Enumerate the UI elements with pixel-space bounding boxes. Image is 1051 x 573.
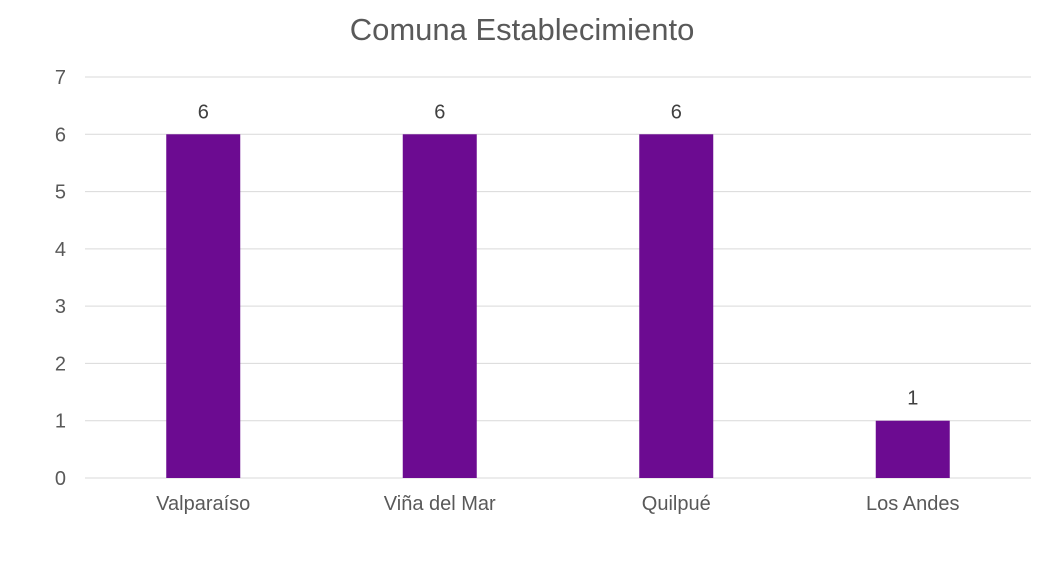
bar bbox=[166, 134, 241, 479]
y-tick-label: 5 bbox=[55, 182, 66, 204]
y-tick-label: 4 bbox=[55, 239, 66, 261]
data-label: 6 bbox=[671, 101, 682, 123]
data-label: 6 bbox=[198, 101, 209, 123]
data-labels: 6 6 6 1 bbox=[198, 101, 919, 409]
x-tick-label: Los Andes bbox=[866, 493, 959, 515]
y-tick-label: 2 bbox=[55, 353, 66, 375]
chart-title: Comuna Establecimiento bbox=[350, 12, 695, 47]
bars bbox=[166, 134, 950, 479]
bar bbox=[639, 134, 714, 479]
x-tick-label: Quilpué bbox=[642, 493, 711, 515]
x-axis-ticks: Valparaíso Viña del Mar Quilpué Los Andes bbox=[156, 493, 959, 515]
bar bbox=[402, 134, 477, 479]
data-label: 6 bbox=[434, 101, 445, 123]
y-tick-label: 3 bbox=[55, 296, 66, 318]
y-tick-label: 0 bbox=[55, 468, 66, 490]
y-axis-ticks: 0 1 2 3 4 5 6 7 bbox=[55, 67, 66, 490]
x-tick-label: Viña del Mar bbox=[384, 493, 496, 515]
y-tick-label: 7 bbox=[55, 67, 66, 89]
bar bbox=[875, 420, 950, 478]
y-tick-label: 1 bbox=[55, 411, 66, 433]
y-tick-label: 6 bbox=[55, 124, 66, 146]
x-tick-label: Valparaíso bbox=[156, 493, 250, 515]
gridlines bbox=[85, 76, 1031, 479]
data-label: 1 bbox=[907, 388, 918, 410]
